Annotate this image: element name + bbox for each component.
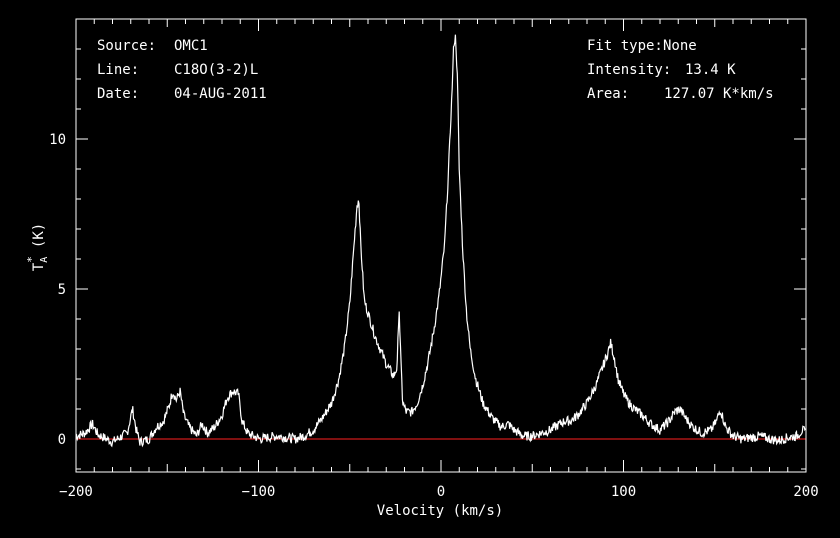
intensity-label: Intensity: <box>587 62 671 78</box>
y-axis-label-unit: (K) <box>31 223 47 248</box>
x-tick-label: −200 <box>59 484 93 500</box>
intensity-value: 13.4 K <box>685 62 736 78</box>
x-tick-label: 200 <box>793 484 818 500</box>
y-tick-label: 10 <box>49 132 66 148</box>
x-tick-label: 100 <box>611 484 636 500</box>
y-axis-label-main: T <box>31 262 47 271</box>
source-value: OMC1 <box>174 38 208 54</box>
tick-labels: −200 −100 0 100 200 0 5 10 <box>49 132 819 500</box>
line-label: Line: <box>97 62 139 78</box>
date-value: 04-AUG-2011 <box>174 86 267 102</box>
x-tick-label: −100 <box>242 484 276 500</box>
spectrum-line <box>75 34 807 448</box>
svg-text:TA*(K): TA* (K) <box>25 223 50 271</box>
y-tick-label: 0 <box>58 432 66 448</box>
area-label: Area: <box>587 86 629 102</box>
date-label: Date: <box>97 86 139 102</box>
y-axis-label-sup: * <box>25 256 38 263</box>
x-axis-label: Velocity (km/s) <box>377 503 503 519</box>
x-tick-label: 0 <box>437 484 445 500</box>
fit-type-label: Fit type: <box>587 38 663 54</box>
area-value: 127.07 K*km/s <box>664 86 774 102</box>
y-axis-label-sub: A <box>39 257 50 263</box>
y-axis-label: TA* (K) <box>25 223 50 271</box>
plot-frame <box>75 18 807 473</box>
y-tick-label: 5 <box>58 282 66 298</box>
source-label: Source: <box>97 38 156 54</box>
line-value: C18O(3-2)L <box>174 62 258 78</box>
fit-type-value: None <box>663 38 697 54</box>
